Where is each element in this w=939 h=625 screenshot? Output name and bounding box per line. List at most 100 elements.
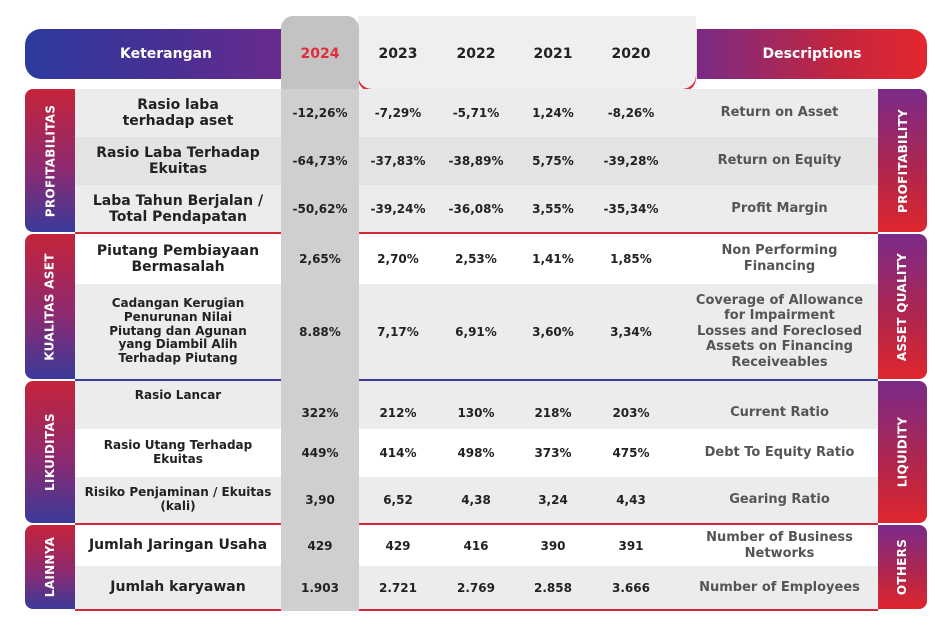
header-descriptions: Descriptions [762,46,862,62]
value-2024: 449% [301,446,339,460]
group-label-liquidity: LIQUIDITY [878,381,927,523]
group-label-text: KUALITAS ASET [43,252,57,361]
value-2022: -5,71% [452,106,500,120]
value-2024: 2,65% [299,252,341,266]
row-bg [75,477,878,523]
row-description: Number of Employees [699,579,860,595]
row-bg [75,185,878,233]
row-label: Rasio laba terhadap aset [122,96,234,129]
group-separator [75,379,878,381]
value-2021: 3,55% [532,202,574,216]
row-label: Cadangan Kerugian Penurunan Nilai Piutan… [109,296,247,366]
value-2021: 1,41% [532,252,574,266]
value-2024: 3,90 [305,493,335,507]
header-year-2020: 2020 [611,46,651,62]
row-description: Coverage of Allowance for Impairment Los… [695,292,864,370]
header-left-bar [25,29,293,79]
header-highlight-year-card [281,16,359,89]
header-keterangan: Keterangan [119,46,213,62]
row-label: Laba Tahun Berjalan / Total Pendapatan [92,192,264,225]
row-description: Gearing Ratio [729,492,830,508]
group-label-likuiditas: LIKUIDITAS [25,381,75,523]
row-bg [75,381,878,429]
row-description: Return on Asset [720,105,839,121]
row-bg [75,566,878,609]
row-label: Rasio Lancar [134,388,222,403]
value-2021: 3,60% [532,324,574,339]
group-label-profitabilitas: PROFITABILITAS [25,89,75,232]
value-2021: 5,75% [532,154,574,168]
value-2024: -64,73% [292,154,348,168]
row-bg [75,89,878,137]
value-2021: 1,24% [532,106,574,120]
row-bg [75,429,878,477]
value-2023: 6,52 [383,493,413,507]
group-separator [75,232,878,234]
group-label-text: LIKUIDITAS [43,412,57,492]
header-year-2021: 2021 [533,46,573,62]
value-2022: 130% [457,406,495,420]
value-2024: 1.903 [301,580,339,595]
value-2022: 4,38 [461,493,491,507]
group-label-asset-quality: ASSET QUALITY [878,234,927,379]
value-2022: 416 [463,538,489,553]
group-label-text: LAINNYA [43,536,58,598]
group-label-text: OTHERS [895,538,910,596]
group-label-text: PROFITABILITAS [43,104,58,217]
row-bg [75,234,878,284]
value-2020: 3.666 [612,580,650,595]
column-2024-highlight [281,89,359,611]
value-2023: -39,24% [370,202,426,216]
header-right-bar [697,29,927,79]
header-year-2022: 2022 [456,46,496,62]
row-description: Current Ratio [730,405,829,421]
value-2023: 212% [379,406,417,420]
row-label: Jumlah karyawan [110,579,246,596]
value-2021: 3,24 [538,493,568,507]
row-label: Rasio Utang Terhadap Ekuitas [103,438,253,466]
value-2023: -37,83% [370,154,426,168]
value-2022: 498% [457,446,495,460]
value-2020: 4,43 [616,493,646,507]
group-label-text: PROFITABILITY [895,108,910,213]
value-2023: 7,17% [377,324,419,339]
header-year-2023: 2023 [378,46,418,62]
value-2024: 8.88% [299,324,341,339]
group-label-others: OTHERS [878,525,927,609]
value-2021: 373% [534,446,572,460]
value-2020: 1,85% [610,252,652,266]
header-year-2024: 2024 [300,46,340,62]
row-label: Risiko Penjaminan / Ekuitas (kali) [84,485,272,513]
group-label-profitability: PROFITABILITY [878,89,927,232]
value-2023: 429 [385,538,411,553]
value-2022: 6,91% [455,324,497,339]
value-2022: -38,89% [448,154,504,168]
row-label: Rasio Laba Terhadap Ekuitas [96,144,260,177]
row-bg [75,525,878,566]
value-2024: -12,26% [292,106,348,120]
value-2022: -36,08% [448,202,504,216]
group-separator [75,523,878,525]
row-description: Number of Business Networks [706,529,853,561]
group-label-kualitas-aset: KUALITAS ASET [25,234,75,379]
value-2020: 475% [612,446,650,460]
value-2021: 218% [534,406,572,420]
group-label-text: LIQUIDITY [895,416,910,488]
value-2023: -7,29% [374,106,422,120]
row-description: Profit Margin [731,201,828,217]
group-label-text: ASSET QUALITY [895,252,910,361]
row-label: Jumlah Jaringan Usaha [88,537,268,554]
group-separator [75,609,878,611]
value-2023: 2.721 [379,580,417,595]
group-label-lainnya: LAINNYA [25,525,75,609]
value-2021: 2.858 [534,580,572,595]
value-2020: -39,28% [603,154,659,168]
value-2020: 391 [618,538,644,553]
header-year-card [358,16,696,89]
value-2024: 429 [307,538,333,553]
value-2020: 203% [612,406,650,420]
row-bg [75,137,878,185]
value-2020: -8,26% [607,106,655,120]
row-description: Non Performing Financing [721,243,838,274]
value-2022: 2.769 [457,580,495,595]
